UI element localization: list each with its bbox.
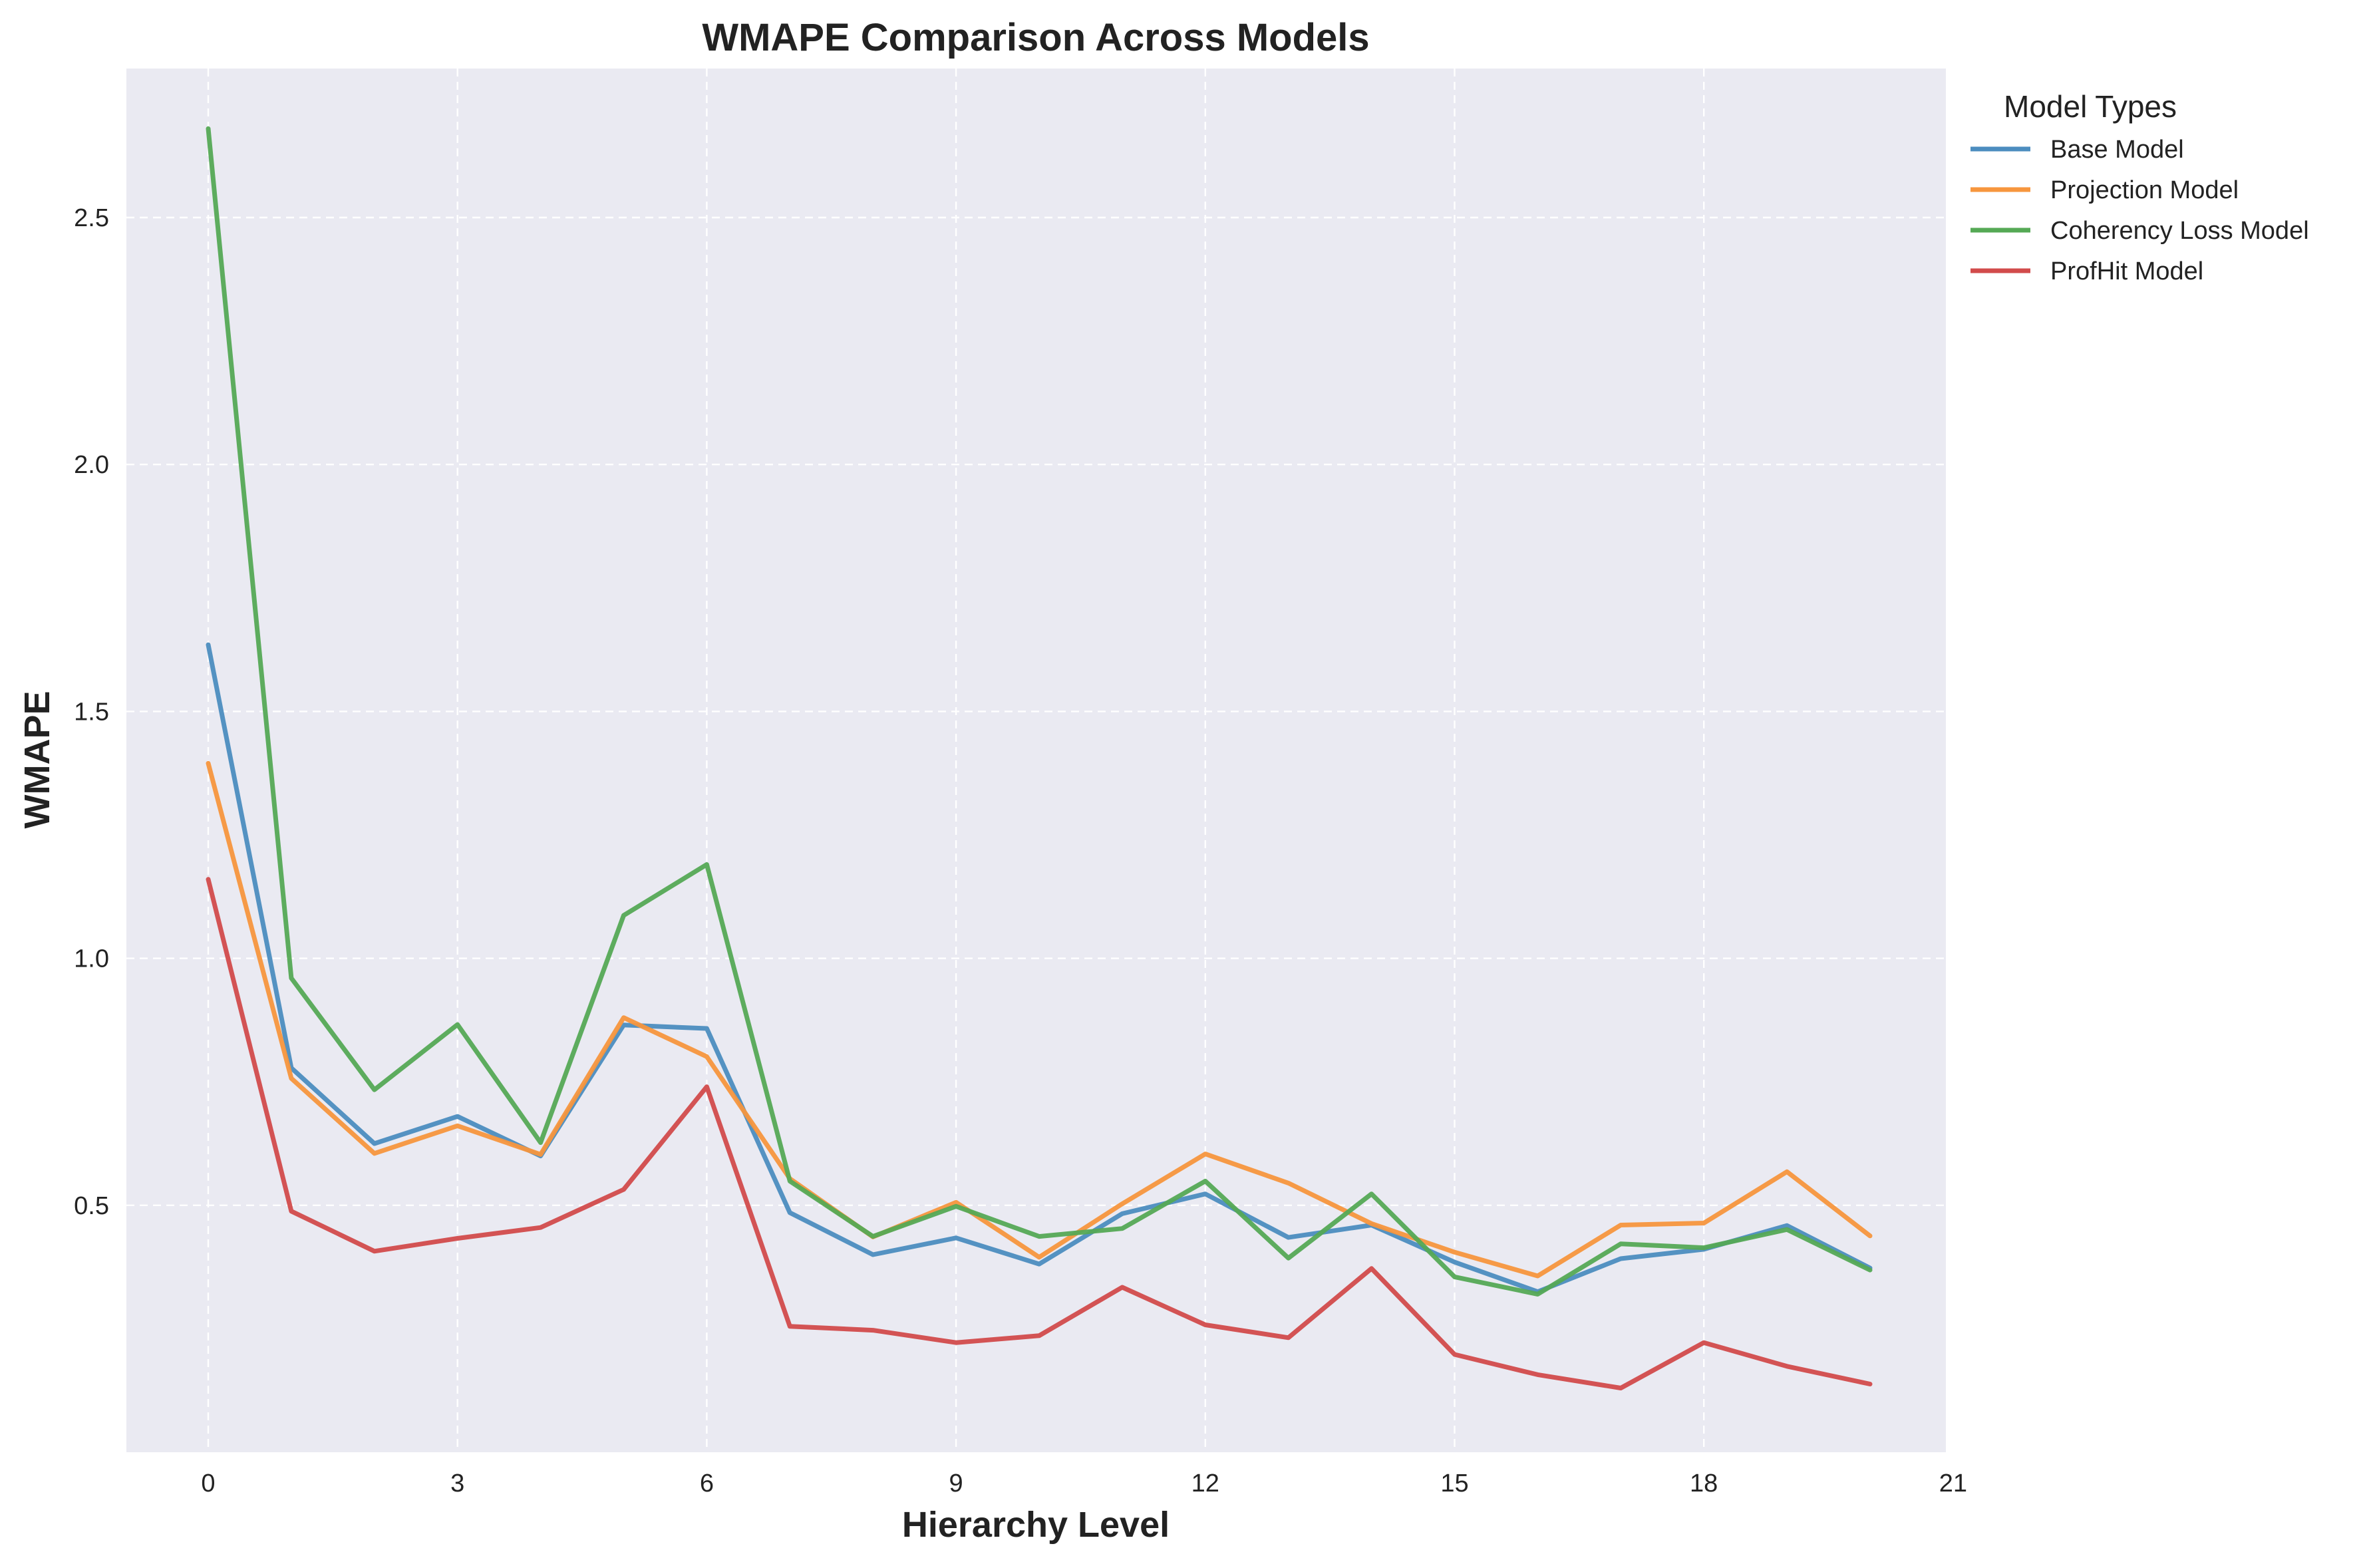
y-tick-label: 1.5	[74, 698, 109, 726]
y-tick-label: 2.0	[74, 451, 109, 479]
series-line	[206, 877, 1873, 1390]
series-line	[206, 642, 1873, 1295]
x-tick-label: 6	[700, 1470, 714, 1497]
y-axis-label: WMAPE	[17, 691, 57, 829]
x-tick-label: 18	[1690, 1470, 1718, 1497]
x-tick-label: 3	[450, 1470, 464, 1497]
x-axis-label: Hierarchy Level	[902, 1505, 1170, 1545]
y-axis-ticks: 0.5 1.0 1.5 2.0 2.5	[74, 204, 109, 1220]
x-tick-label: 12	[1191, 1470, 1219, 1497]
legend-entry-label: Base Model	[2050, 136, 2184, 164]
chart-title: WMAPE Comparison Across Models	[702, 16, 1369, 59]
legend: Model Types Base Model Projection Model Co…	[1970, 89, 2309, 285]
x-tick-label: 9	[949, 1470, 963, 1497]
y-tick-label: 1.0	[74, 945, 109, 973]
x-tick-label: 21	[1939, 1470, 1967, 1497]
x-tick-label: 15	[1440, 1470, 1468, 1497]
grid	[126, 69, 1955, 1452]
series-lines	[206, 126, 1873, 1390]
y-tick-label: 2.5	[74, 204, 109, 232]
series-line	[206, 760, 1873, 1279]
series-line	[206, 126, 1873, 1297]
plot-area	[126, 69, 1946, 1452]
x-axis-ticks: 0 3 6 9 12 15 18 21	[201, 1470, 1967, 1497]
legend-entry-label: Coherency Loss Model	[2050, 217, 2309, 245]
legend-entry-label: ProfHit Model	[2050, 257, 2203, 285]
legend-entry-label: Projection Model	[2050, 176, 2239, 204]
legend-title: Model Types	[2004, 89, 2177, 124]
x-tick-label: 0	[201, 1470, 215, 1497]
y-tick-label: 0.5	[74, 1192, 109, 1220]
